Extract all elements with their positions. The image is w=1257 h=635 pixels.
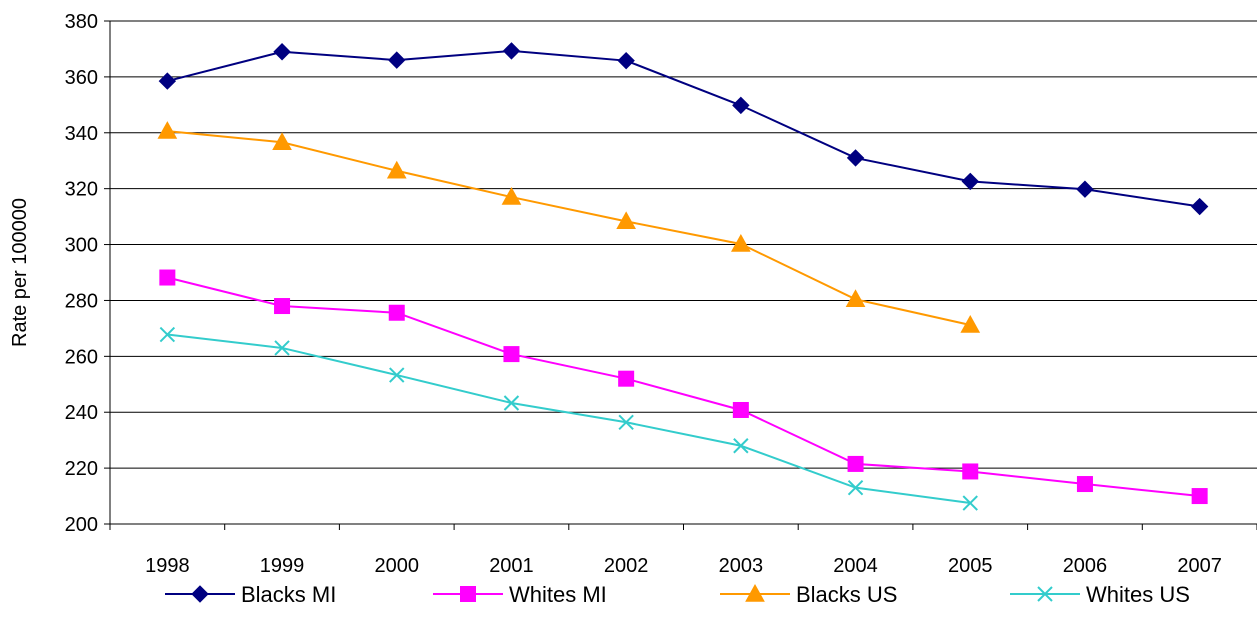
series-whites-mi [159, 269, 1208, 505]
data-point [1190, 197, 1209, 216]
legend-item: Whites MI [433, 582, 607, 607]
data-point [962, 495, 978, 511]
legend-marker [191, 585, 209, 603]
data-point [847, 455, 864, 472]
data-point [502, 42, 521, 60]
x-tick-label: 2002 [604, 555, 649, 577]
data-point [503, 346, 520, 363]
data-point [272, 132, 292, 150]
data-point [732, 96, 750, 115]
gridlines [110, 20, 1257, 469]
data-point [847, 479, 864, 496]
y-tick-label: 320 [65, 179, 98, 201]
x-tick-label: 2000 [375, 555, 420, 577]
x-tick-label: 2006 [1063, 555, 1108, 577]
data-point [158, 72, 177, 90]
data-point [617, 51, 635, 70]
legend-marker [745, 583, 765, 602]
data-point [961, 172, 979, 191]
data-point [501, 187, 522, 205]
data-point [388, 51, 406, 69]
axes [104, 20, 1257, 530]
y-tick-label: 340 [65, 123, 98, 145]
y-tick-label: 280 [65, 290, 98, 312]
data-point [159, 269, 176, 286]
y-tick-label: 240 [65, 402, 98, 424]
data-point [845, 289, 866, 308]
x-tick-label: 2007 [1177, 555, 1222, 577]
data-point [274, 298, 291, 315]
y-tick-labels: 200 220 240 260 280 300 320 340 360 380 [65, 11, 98, 536]
series-whites-us [159, 326, 978, 511]
data-point [962, 463, 979, 480]
series-blacks-mi [158, 42, 1209, 216]
y-tick-label: 260 [65, 346, 98, 368]
legend-label: Whites MI [509, 582, 607, 607]
y-tick-label: 300 [65, 235, 98, 257]
series-blacks-us [157, 121, 981, 333]
legend-item: Whites US [1010, 582, 1190, 607]
data-point [159, 326, 176, 343]
data-point [960, 315, 981, 333]
legend-item: Blacks US [720, 582, 897, 607]
y-axis-title: Rate per 100000 [9, 198, 31, 347]
data-point [273, 43, 291, 61]
data-point [1191, 488, 1208, 505]
series-line [167, 49, 1200, 208]
data-point [1076, 180, 1094, 198]
y-tick-label: 380 [65, 11, 98, 33]
x-tick-label: 2001 [489, 555, 534, 577]
data-point [274, 340, 290, 356]
legend-marker [1037, 586, 1053, 602]
data-point [732, 401, 749, 418]
legend-item: Blacks MI [165, 582, 336, 607]
data-point [731, 233, 751, 252]
data-point [389, 367, 405, 383]
legend-marker [460, 586, 476, 602]
data-point [618, 414, 634, 430]
x-tick-label: 2004 [833, 555, 878, 577]
series [157, 42, 1209, 511]
data-point [733, 438, 749, 454]
x-tick-label: 1998 [145, 555, 190, 577]
data-point [616, 211, 636, 230]
legend-label: Blacks MI [241, 582, 336, 607]
x-tick-label: 2005 [948, 555, 993, 577]
series-line [167, 130, 971, 327]
x-tick-label: 2003 [719, 555, 764, 577]
series-line [167, 276, 1200, 498]
data-point [618, 370, 635, 387]
x-tick-label: 1999 [260, 555, 305, 577]
x-tick-labels: 1998 1999 2000 2001 2002 2003 2004 2005 2006 2007 [145, 555, 1222, 577]
y-tick-label: 360 [65, 67, 98, 89]
y-tick-label: 220 [65, 458, 98, 480]
legend-label: Whites US [1086, 582, 1190, 607]
data-point [386, 160, 407, 179]
y-tick-label: 200 [65, 514, 98, 536]
legend: Blacks MI Whites MI Blacks US Whites US [165, 582, 1190, 607]
legend-label: Blacks US [796, 582, 897, 607]
data-point [846, 149, 865, 167]
data-point [1076, 476, 1093, 493]
data-point [157, 121, 178, 139]
data-point [503, 395, 520, 411]
series-line [167, 333, 971, 505]
data-point [388, 304, 405, 321]
